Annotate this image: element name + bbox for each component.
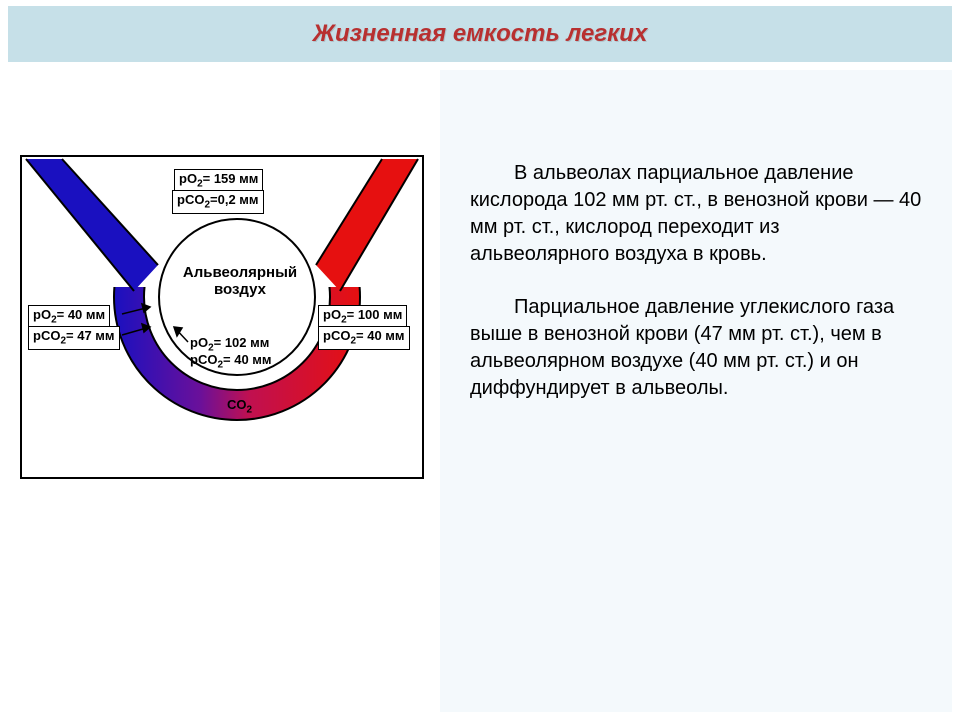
text-panel: В альвеолах парциальное давление кислоро… [440,70,952,712]
alveolus-label: Альвеолярный воздух [170,265,310,298]
arterial-arm [316,159,418,291]
label-co2: CO2 [227,397,252,416]
paragraph-2: Парциальное давление углекислого газа вы… [470,294,922,402]
label-inner-po2: pO2= 102 мм [190,335,269,354]
label-inner-pco2: pCO2= 40 мм [190,352,272,371]
alveolus-diagram: Альвеолярный воздух pO2= 159 мм pCO2=0,2… [20,155,424,479]
label-right-pco2: pCO2= 40 мм [318,326,410,350]
label-left-pco2: pCO2= 47 мм [28,326,120,350]
venous-arm [26,159,158,291]
header-band: Жизненная емкость легких [8,6,952,62]
label-top-pco2: pCO2=0,2 мм [172,190,264,214]
paragraph-1: В альвеолах парциальное давление кислоро… [470,160,922,268]
page-title: Жизненная емкость легких [313,20,648,47]
